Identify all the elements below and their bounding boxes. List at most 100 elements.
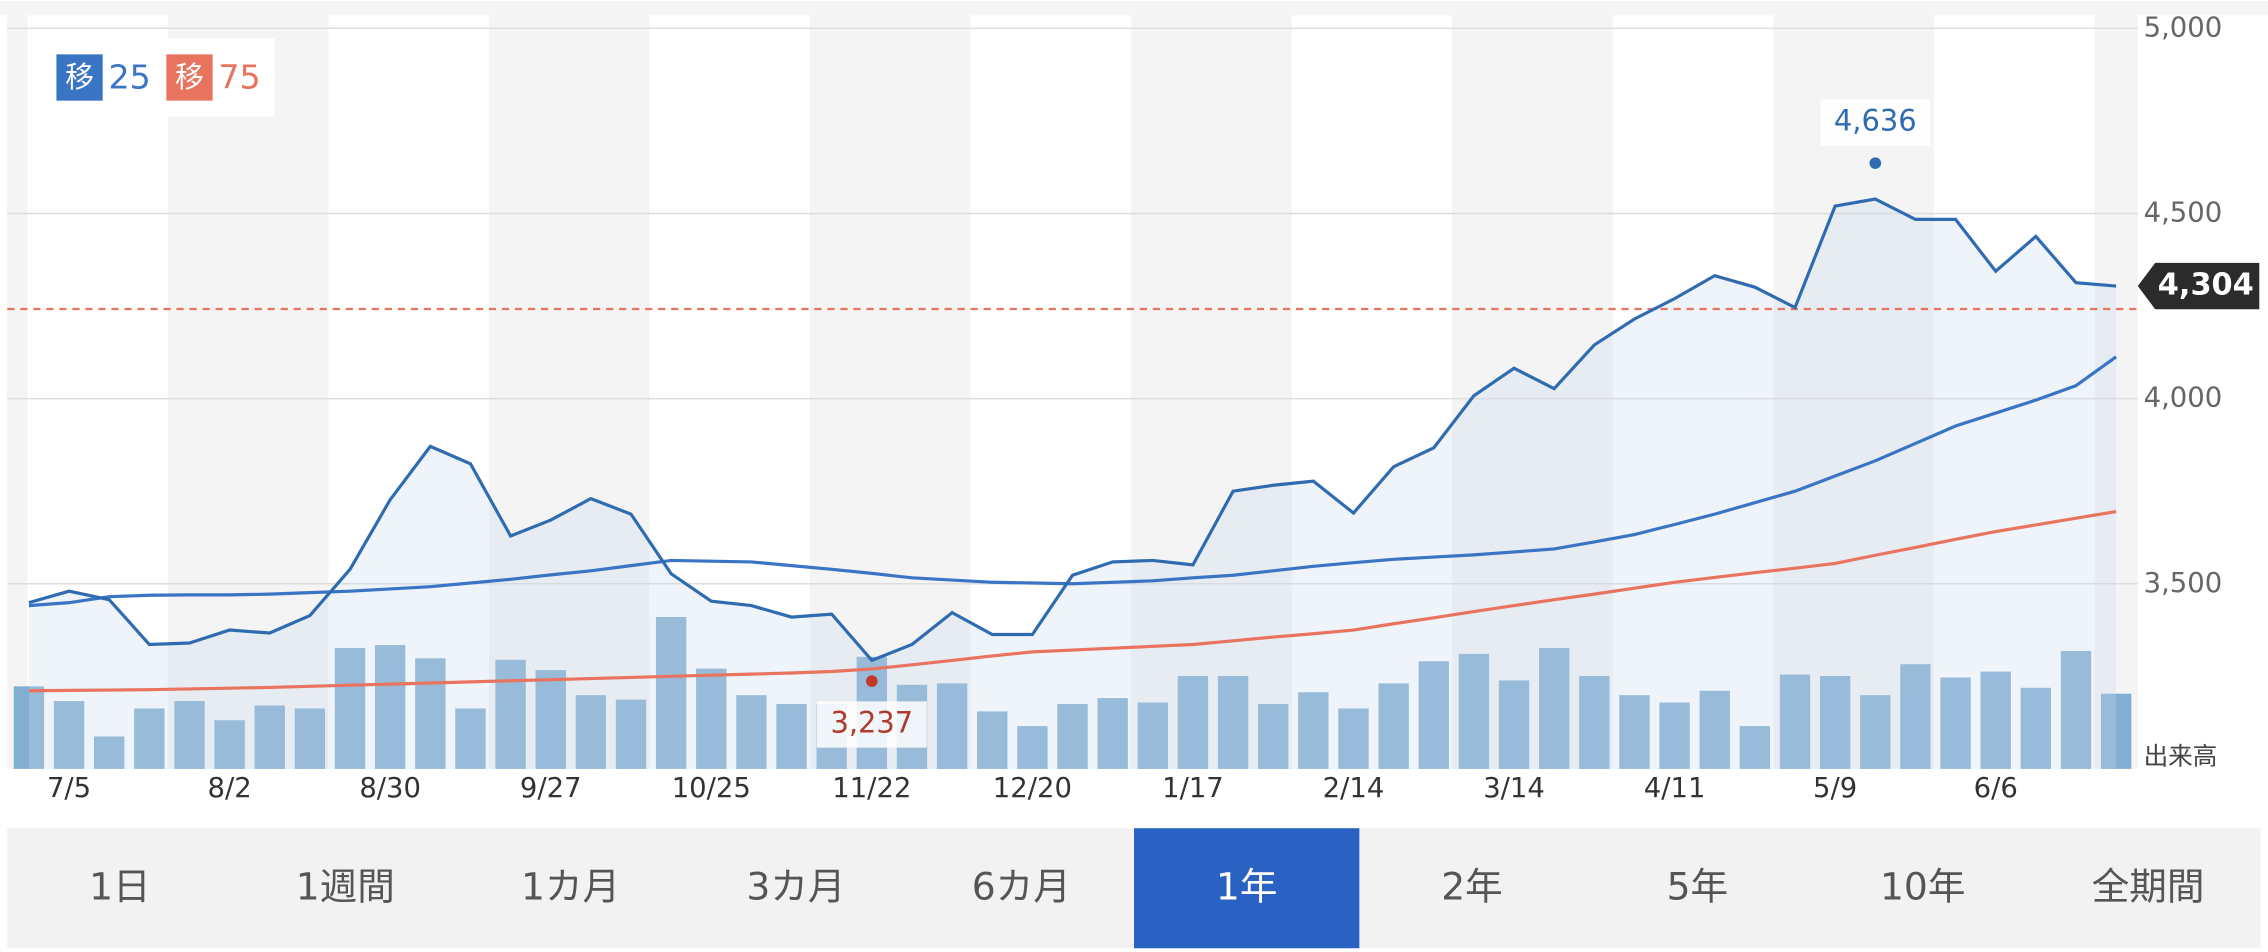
volume-bar [1418,661,1449,769]
volume-bar [374,645,406,769]
volume-bar [1739,726,1771,769]
period-tab[interactable]: 5年 [1667,864,1729,908]
volume-bar [334,647,366,769]
volume-bar [1940,677,1971,769]
legend-label: 25 [108,57,150,96]
volume-bar [1338,708,1369,769]
shade-band [810,15,971,769]
volume-bar [1137,702,1168,769]
price-area [28,199,2117,769]
volume-bar [1860,695,1891,769]
x-tick-label: 9/27 [520,772,582,804]
volume-bar [1900,664,1931,769]
volume-bar [214,720,245,769]
low-label: 3,237 [830,706,913,740]
x-tick-label: 6/6 [1974,772,2018,804]
volume-bar [736,695,767,769]
x-tick-label: 2/14 [1323,772,1385,804]
top-strip [0,0,2268,16]
volume-bar [415,658,446,769]
volume-bar [655,617,687,769]
volume-bar [615,699,647,769]
volume-bar [134,708,165,769]
x-tick-label: 12/20 [993,772,1072,804]
volume-bar [13,686,45,769]
line-price [28,197,2117,663]
volume-bar [1659,702,1690,769]
y-tick-label: 4,500 [2144,196,2223,228]
period-tab[interactable]: 6カ月 [972,864,1071,908]
tab-selected-bg[interactable] [1134,828,1360,949]
volume-bar [294,708,326,769]
legend-badge: 移 [65,60,94,94]
volume-bar [2060,650,2092,769]
volume-bar [1458,653,1490,769]
volume-bar [1779,674,1811,769]
volume-bar [1258,704,1289,769]
volume-bar [575,695,607,769]
low-label-bg [816,701,927,748]
volume-bar [776,704,807,769]
x-tick-label: 4/11 [1644,772,1706,804]
volume-bar [1097,698,1128,769]
period-tab[interactable]: 1週間 [296,864,395,908]
volume-bar [1579,676,1610,769]
x-tick-label: 3/14 [1483,772,1545,804]
volume-bar [174,701,205,769]
volume-bar [1699,690,1730,769]
volume-bar [2100,693,2132,769]
high-marker [1869,157,1882,169]
x-tick-label: 8/2 [208,772,252,804]
volume-bar [936,683,968,769]
x-tick-label: 7/5 [47,772,91,804]
period-tab[interactable]: 3カ月 [746,864,845,908]
volume-bar [1819,676,1851,769]
high-label: 4,636 [1834,104,1917,138]
x-tick-label: 5/9 [1813,772,1857,804]
period-tab[interactable]: 全期間 [2092,864,2205,908]
volume-bar [535,670,566,769]
y-tick-label: 5,000 [2144,11,2223,43]
volume-bar [53,701,85,769]
last-price-label: 4,304 [2158,268,2254,303]
volume-bar [1619,695,1650,769]
y-tick-label: 3,500 [2144,567,2223,599]
volume-bar [696,668,727,769]
shade-band [488,15,650,769]
shade-band [167,15,329,769]
x-tick-label: 11/22 [832,772,911,804]
volume-bar [1017,726,1048,769]
last-price-tag [2137,262,2260,310]
period-tab[interactable]: 1日 [89,864,151,908]
period-tab[interactable]: 1カ月 [521,864,620,908]
y-tick-label: 4,000 [2144,382,2223,414]
low-marker [866,675,878,687]
volume-bar [455,708,486,769]
line-ma [28,355,2118,608]
x-tick-label: 10/25 [672,772,751,804]
volume-bar [1498,680,1530,769]
period-tab[interactable]: 10年 [1880,864,1965,908]
volume-bar [977,711,1008,769]
line-ma [28,509,2117,693]
legend-badge-bg [166,54,213,101]
period-tab[interactable]: 1年 [1216,864,1278,908]
shade-band [7,15,28,769]
volume-bar [1298,692,1329,769]
legend-badge-bg [56,54,103,101]
period-tab[interactable]: 2年 [1441,864,1503,908]
volume-bar [495,659,526,769]
high-label-bg [1820,99,1931,146]
volume-bar [1177,676,1209,769]
shade-band [2094,15,2138,769]
volume-bar [2020,687,2052,769]
volume-bar [254,705,285,769]
volume-label: 出来高 [2144,741,2218,770]
volume-bar [1980,671,2011,769]
legend-badge: 移 [175,60,204,94]
x-tick-label: 8/30 [359,772,421,804]
volume-bar [1057,704,1088,769]
x-tick-label: 1/17 [1162,772,1224,804]
volume-bar [1539,647,1570,769]
